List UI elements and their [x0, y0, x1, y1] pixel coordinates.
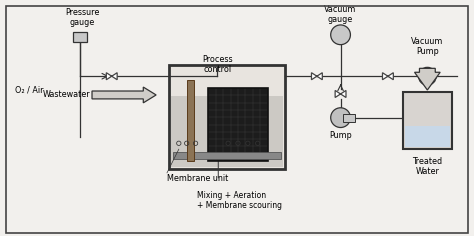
Text: Process
control: Process control — [202, 55, 233, 74]
Circle shape — [419, 67, 436, 85]
Text: Vacuum
gauge: Vacuum gauge — [324, 4, 357, 24]
Bar — [403, 92, 452, 149]
Bar — [173, 152, 282, 159]
Bar — [73, 32, 87, 42]
Polygon shape — [335, 90, 346, 97]
Text: O₂ / Air: O₂ / Air — [15, 85, 44, 95]
Text: Wastewater: Wastewater — [42, 90, 90, 99]
Text: Mixing + Aeration
+ Membrane scouring: Mixing + Aeration + Membrane scouring — [197, 191, 282, 210]
Bar — [405, 126, 450, 147]
Bar — [171, 96, 283, 167]
Text: Membrane unit: Membrane unit — [167, 174, 228, 183]
Text: Pump: Pump — [329, 131, 352, 140]
Polygon shape — [106, 73, 117, 80]
Text: Pressure
gauge: Pressure gauge — [65, 8, 100, 27]
Circle shape — [331, 108, 350, 127]
Polygon shape — [311, 73, 322, 80]
Polygon shape — [383, 73, 393, 80]
Text: Vacuum
Pump: Vacuum Pump — [411, 37, 444, 56]
Bar — [343, 114, 356, 122]
FancyArrow shape — [92, 87, 156, 103]
Bar — [187, 80, 193, 161]
Bar — [209, 88, 268, 161]
Bar — [169, 65, 285, 169]
FancyArrow shape — [415, 68, 440, 90]
Text: Treated
Water: Treated Water — [412, 157, 442, 177]
Circle shape — [331, 25, 350, 45]
